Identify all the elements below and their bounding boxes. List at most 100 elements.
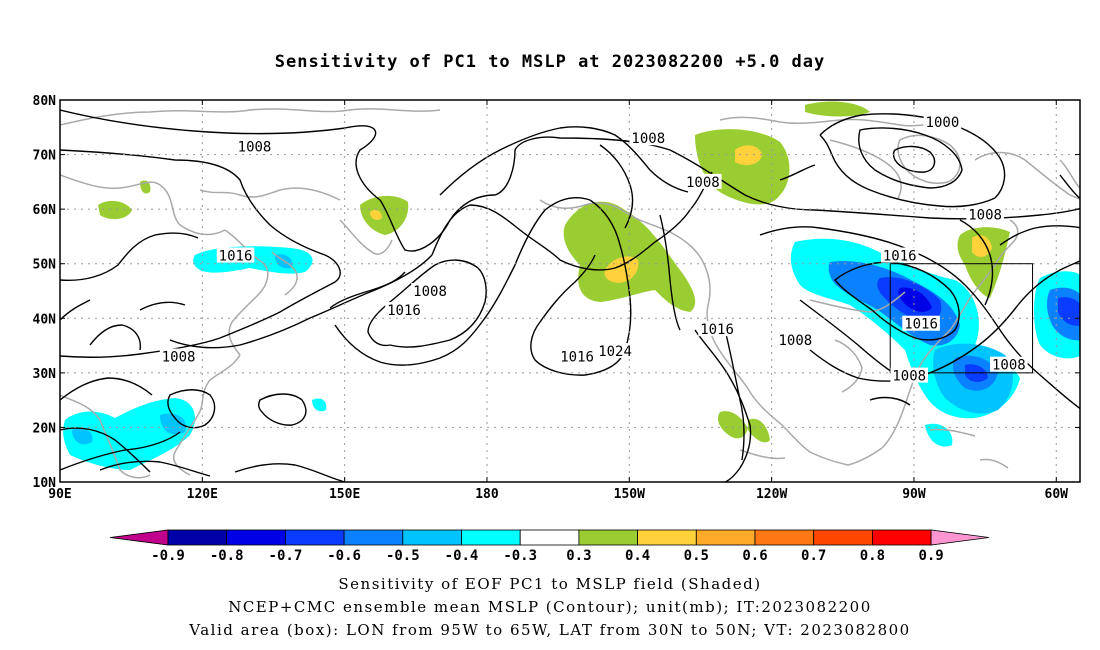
colorbar-label: -0.3 [503,548,537,564]
colorbar-label: -0.8 [210,548,244,564]
figure-title: Sensitivity of PC1 to MSLP at 2023082200… [274,52,826,72]
lat-tick-label: 80N [33,94,57,109]
colorbar-segment [284,529,345,546]
contour-label: 1016 [883,249,917,265]
colorbar-label: -0.9 [151,548,185,564]
contour-label-bg [684,173,722,189]
shade-negative-pacific-small [312,398,327,412]
contour-label: 1008 [892,369,926,385]
lon-tick-label: 90E [48,487,71,502]
colorbar-label: -0.4 [445,548,479,564]
sensitivity-shading [63,101,1080,470]
colorbar-segment [167,529,228,546]
colorbar-segment [519,529,580,546]
lon-tick-label: 120W [756,487,787,502]
contour-label: 1008 [968,208,1002,224]
contour-label-bg [629,130,668,146]
contour-label: 1008 [162,349,196,365]
contour-label-bg [558,348,596,364]
colorbar-label: 0.7 [801,548,826,564]
colorbar-arrow-right [930,529,990,546]
contour-label: 1024 [598,344,632,360]
caption-valid-area: Valid area (box): LON from 95W to 65W, L… [189,621,911,639]
colorbar-segment [754,529,815,546]
shade-positive-siberia [98,200,132,220]
lat-tick-label: 60N [33,203,57,218]
contour-label-bg [776,332,815,348]
colorbar-segment [695,529,756,546]
colorbar-label: 0.8 [860,548,885,564]
contour-label-bg [596,343,634,359]
caption-contour: NCEP+CMC ensemble mean MSLP (Contour); u… [228,598,872,616]
shade-positive-kamchatka-core [370,210,382,220]
colorbar-label: -0.5 [386,548,420,564]
lon-tick-label: 90W [902,487,926,502]
colorbar-arrow-left [109,529,169,546]
colorbar-label: 0.4 [625,548,650,564]
shade-positive-alaska-core [604,256,639,283]
contour-label: 1008 [686,175,720,191]
contour-label-bg [890,367,929,383]
lat-tick-label: 30N [33,367,57,382]
contour-label-bg [235,138,274,154]
contour-label: 1008 [238,139,272,155]
shade-positive-mexico [717,411,748,439]
colorbar-label: -0.7 [269,548,303,564]
shade-positive-arctic-core [735,145,762,166]
caption-shading: Sensitivity of EOF PC1 to MSLP field (Sh… [338,575,762,593]
shade-positive-beaufort [805,101,870,117]
lat-tick-label: 40N [33,312,57,327]
colorbar-segment [226,529,286,546]
lat-tick-label: 10N [33,476,57,491]
colorbar-label: -0.6 [327,548,361,564]
map-frame [59,99,1081,483]
contour-label-bg [385,302,423,318]
colorbar-segment [461,529,521,546]
shade-negative-south-asia-core2 [72,428,93,445]
colorbar-segment [578,529,639,546]
shade-positive-mexico-2 [748,418,770,443]
contour-label: 1008 [413,284,447,300]
shade-positive-labrador-core [972,235,992,257]
shade-negative-east-na-core [898,287,932,312]
graticule [60,100,1080,482]
lat-tick-label: 70N [33,149,57,164]
colorbar-segment [872,529,932,546]
contour-label: 1000 [926,115,960,131]
colorbar-label: 0.6 [742,548,767,564]
contour-labels: 1008 1016 1008 1016 1008 1016 1024 1008 1008 1016… [159,113,1028,385]
contour-label: 1016 [219,249,253,265]
lat-tick-label: 20N [33,421,57,436]
contour-label: 1008 [778,333,812,349]
shade-negative-atlantic-east-core [1058,297,1080,326]
colorbar: -0.9 -0.8 -0.7 -0.6 -0.5 -0.4 -0.3 0.3 0.4 0.5 0.6… [109,529,990,564]
shade-positive-labrador [957,227,1010,298]
contour-label: 1008 [992,358,1026,374]
colorbar-segment [402,529,462,546]
lat-tick-label: 50N [33,258,57,273]
contour-label: 1016 [904,317,938,333]
colorbar-segment [637,529,697,546]
lon-tick-label: 120E [187,487,218,502]
contour-label-bg [990,356,1028,372]
colorbar-label: 0.9 [918,548,943,564]
colorbar-segment [343,529,404,546]
map-axes: 90E 120E 150E 180 150W 120W 90W 60W 10N 20N 30N 40N… [33,94,1080,502]
lon-tick-label: 60W [1045,487,1069,502]
colorbar-label: 0.5 [684,548,709,564]
contour-label-bg [923,113,962,129]
lon-tick-label: 150W [614,487,645,502]
colorbar-segment [813,529,873,546]
contour-label-bg [966,206,1004,222]
contour-label: 1016 [387,303,421,319]
contour-label-bg [880,247,919,263]
contour-label-bg [159,348,198,364]
contour-label-bg [698,321,736,337]
lon-tick-label: 180 [475,487,499,502]
contour-label-bg [902,315,940,331]
contour-label-bg [411,283,449,298]
coastlines [60,108,1080,479]
contour-label: 1016 [700,322,734,338]
